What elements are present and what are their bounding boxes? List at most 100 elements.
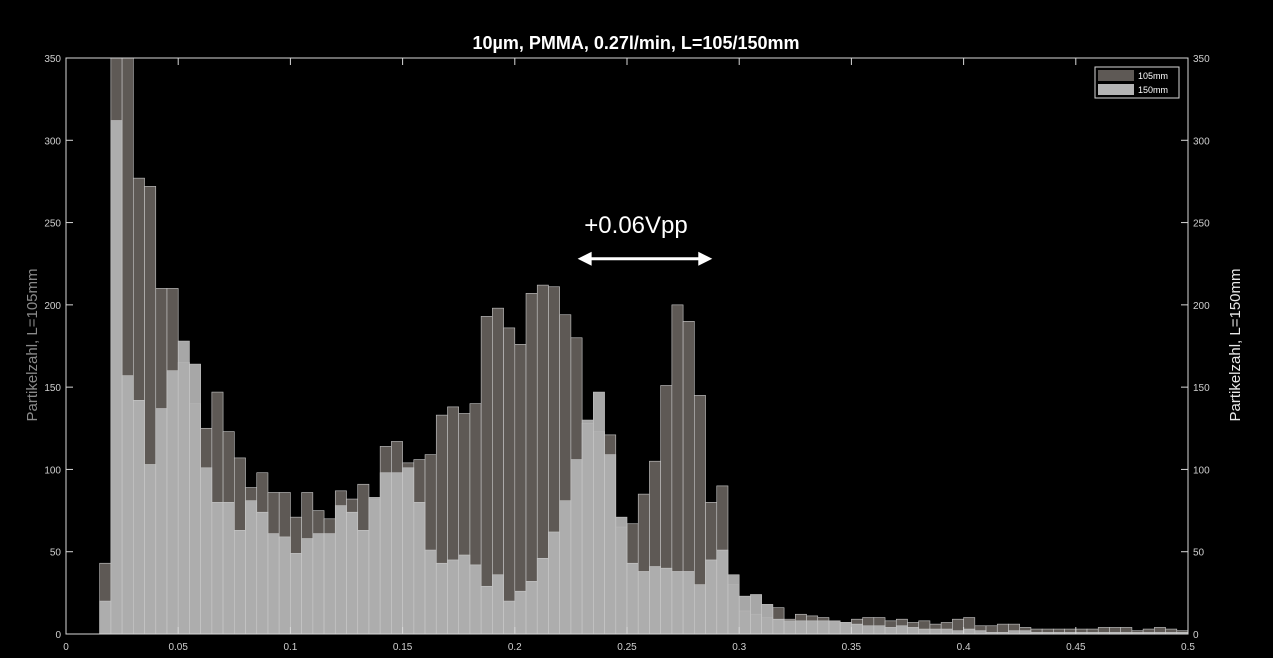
bar-150mm	[424, 549, 437, 635]
y-axis-label-right: Partikelzahl, L=150mm	[1227, 269, 1244, 422]
bar-150mm	[783, 620, 796, 635]
bar-150mm	[301, 538, 314, 635]
bar-150mm	[873, 625, 886, 635]
x-tick-label: 0.1	[283, 642, 297, 653]
bar-150mm	[660, 567, 673, 635]
bar-150mm	[794, 620, 807, 635]
bar-150mm	[211, 502, 224, 635]
y-tick-label-right: 100	[1193, 465, 1210, 476]
shift-annotation-text: +0.06Vpp	[584, 212, 687, 239]
legend-swatch-150mm	[1098, 84, 1134, 95]
bar-150mm	[346, 511, 359, 635]
y-tick-label-left: 200	[44, 301, 61, 312]
x-tick-label: 0.25	[617, 642, 637, 653]
x-tick-label: 0.05	[168, 642, 188, 653]
shift-arrow-head-right	[698, 251, 713, 266]
bar-150mm	[559, 500, 572, 635]
y-tick-label-left: 350	[44, 54, 61, 65]
bar-150mm	[99, 600, 112, 635]
bar-150mm	[278, 536, 291, 635]
x-tick-label: 0.45	[1066, 642, 1086, 653]
bar-150mm	[368, 497, 381, 635]
bar-150mm	[581, 419, 594, 635]
bar-150mm	[144, 464, 157, 635]
bar-150mm	[772, 618, 785, 635]
bar-150mm	[694, 584, 706, 635]
y-tick-label-right: 150	[1193, 383, 1210, 394]
y-tick-label-left: 150	[44, 383, 61, 394]
bar-150mm	[839, 622, 852, 635]
bar-150mm	[379, 472, 392, 635]
y-axis-label-left: Partikelzahl, L=105mm	[24, 269, 41, 422]
x-tick-label: 0.35	[842, 642, 862, 653]
shift-arrow-head-left	[577, 251, 592, 266]
bar-150mm	[626, 562, 639, 635]
bar-150mm	[133, 400, 145, 635]
bar-150mm	[862, 625, 875, 635]
bar-150mm	[435, 562, 448, 635]
bar-150mm	[222, 502, 235, 635]
bar-150mm	[851, 623, 863, 635]
bar-150mm	[458, 554, 471, 635]
bar-150mm	[682, 571, 695, 635]
bar-150mm	[323, 533, 336, 635]
bar-150mm	[593, 391, 605, 635]
bar-150mm	[267, 533, 280, 635]
bar-150mm	[929, 628, 942, 635]
bar-150mm	[334, 505, 347, 635]
bar-150mm	[312, 533, 325, 635]
bar-150mm	[940, 628, 953, 635]
bar-150mm	[413, 502, 426, 635]
bar-150mm	[918, 628, 931, 635]
bar-150mm	[963, 628, 976, 635]
bar-105mm	[503, 327, 516, 635]
bar-150mm	[469, 564, 482, 635]
x-tick-label: 0.15	[393, 642, 413, 653]
bar-150mm	[738, 595, 751, 635]
bar-150mm	[716, 549, 729, 635]
bar-150mm	[391, 472, 403, 635]
bar-150mm	[907, 627, 920, 635]
legend: 105mm 150mm	[1094, 66, 1180, 99]
y-tick-label-right: 0	[1193, 630, 1199, 641]
bar-150mm	[637, 571, 650, 635]
bar-150mm	[357, 530, 370, 635]
axes: 0 0.05 0.1 0.15 0.2 0.25 0.3 0.35 0.4 0.45 0.50 050…	[44, 54, 1210, 653]
bar-150mm	[761, 604, 774, 635]
bar-150mm	[290, 553, 302, 635]
x-tick-label: 0.3	[732, 642, 746, 653]
x-tick-label: 0.5	[1181, 642, 1195, 653]
shift-annotation: +0.06Vpp	[577, 212, 713, 266]
bar-150mm	[514, 590, 527, 635]
chart-title: 10µm, PMMA, 0.27l/min, L=105/150mm	[472, 33, 799, 53]
bar-150mm	[200, 467, 213, 635]
bar-150mm	[245, 500, 258, 635]
bar-150mm	[727, 574, 740, 635]
bar-150mm	[447, 559, 460, 635]
bar-150mm	[536, 557, 549, 635]
legend-swatch-105mm	[1098, 70, 1134, 81]
bar-150mm	[256, 511, 269, 635]
bar-150mm	[615, 516, 628, 635]
y-tick-label-left: 100	[44, 465, 61, 476]
y-tick-label-right: 350	[1193, 54, 1210, 65]
bar-150mm	[806, 620, 819, 635]
bar-150mm	[649, 566, 661, 635]
y-tick-label-right: 200	[1193, 301, 1210, 312]
bar-150mm	[671, 571, 684, 635]
x-tick-label: 0.2	[508, 642, 522, 653]
bar-150mm	[548, 531, 560, 635]
bar-150mm	[492, 574, 504, 635]
bar-105mm	[514, 344, 527, 635]
bar-150mm	[570, 459, 583, 635]
bar-150mm	[402, 467, 415, 635]
y-tick-label-right: 50	[1193, 548, 1205, 559]
y-tick-label-right: 300	[1193, 136, 1210, 147]
bar-150mm	[705, 559, 718, 635]
y-tick-label-right: 250	[1193, 219, 1210, 230]
bar-150mm	[828, 620, 841, 635]
bar-150mm	[817, 620, 830, 635]
x-tick-label: 0.4	[957, 642, 971, 653]
